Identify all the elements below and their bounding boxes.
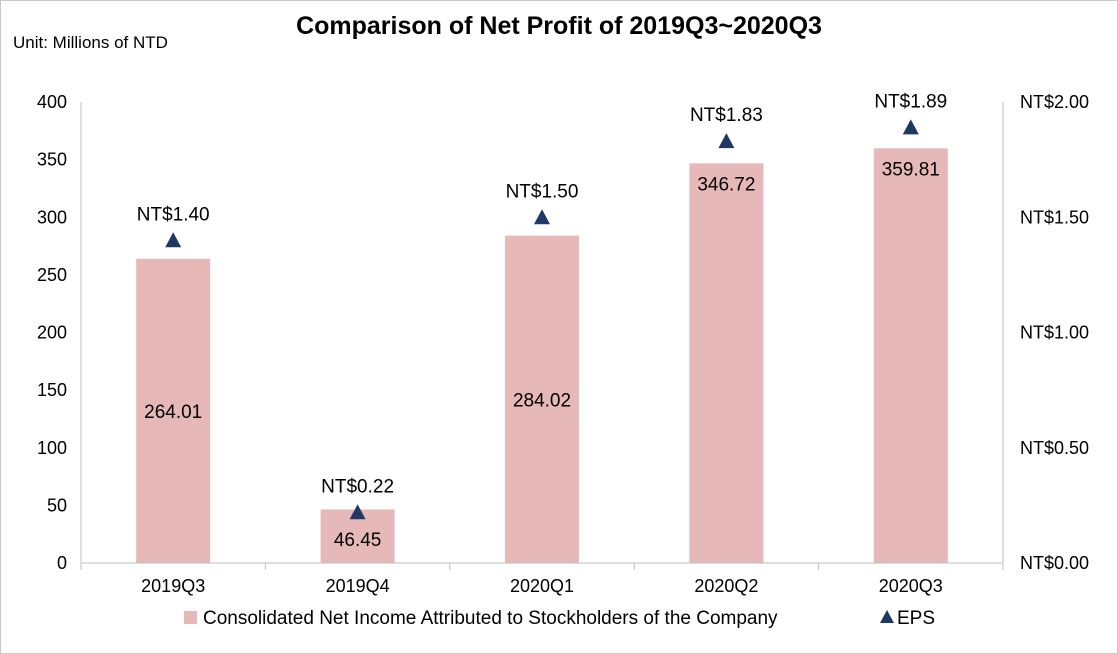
category-label: 2019Q3 [141, 576, 205, 596]
left-tick-label: 350 [37, 150, 67, 170]
left-tick-label: 100 [37, 438, 67, 458]
category-label: 2019Q4 [326, 576, 390, 596]
left-tick-label: 400 [37, 92, 67, 112]
eps-marker-2020Q3 [902, 119, 919, 135]
eps-value-label: NT$1.50 [506, 181, 579, 202]
right-tick-label: NT$0.00 [1020, 553, 1089, 573]
bar-value-label: 46.45 [334, 530, 382, 551]
bar-2020Q1 [505, 235, 579, 564]
bar-value-label: 284.02 [513, 390, 571, 411]
left-tick-label: 0 [57, 553, 67, 573]
chart-title: Comparison of Net Profit of 2019Q3~2020Q… [296, 12, 822, 40]
bar-value-label: 346.72 [697, 174, 755, 195]
legend-bar-swatch [184, 611, 197, 624]
plot-area: 0 50 100 150 200 250 300 350 400 NT$0.00 NT$0.50 NT… [37, 91, 1089, 596]
bar-value-label: 359.81 [882, 159, 940, 180]
right-tick-label: NT$1.00 [1020, 323, 1089, 343]
eps-value-label: NT$1.83 [690, 105, 763, 126]
unit-label: Unit: Millions of NTD [13, 33, 168, 52]
eps-marker-2020Q1 [534, 209, 550, 225]
left-tick-label: 200 [37, 323, 67, 343]
left-tick-label: 150 [37, 380, 67, 400]
category-label: 2020Q2 [694, 576, 758, 596]
left-tick-label: 300 [37, 207, 67, 227]
eps-value-label: NT$0.22 [321, 476, 394, 497]
eps-value-label: NT$1.89 [874, 91, 947, 112]
bar-value-label: 264.01 [144, 402, 202, 423]
eps-marker-2020Q2 [718, 133, 735, 149]
bar-2020Q2 [689, 163, 764, 563]
category-label: 2020Q1 [510, 576, 574, 596]
legend-eps-marker [880, 610, 894, 623]
eps-marker-2019Q4 [349, 504, 366, 520]
legend-eps-label: EPS [897, 608, 935, 629]
bar-2020Q3 [873, 148, 948, 563]
left-tick-label: 250 [37, 265, 67, 285]
category-label: 2020Q3 [879, 576, 943, 596]
right-tick-label: NT$2.00 [1020, 92, 1089, 112]
eps-marker-2019Q3 [165, 232, 182, 248]
right-tick-label: NT$0.50 [1020, 438, 1089, 458]
right-tick-label: NT$1.50 [1020, 207, 1089, 227]
eps-value-label: NT$1.40 [137, 204, 210, 225]
legend: Consolidated Net Income Attributed to St… [184, 608, 935, 629]
bar-2019Q3 [136, 258, 211, 563]
left-tick-label: 50 [47, 495, 67, 515]
legend-bar-label: Consolidated Net Income Attributed to St… [203, 608, 778, 629]
